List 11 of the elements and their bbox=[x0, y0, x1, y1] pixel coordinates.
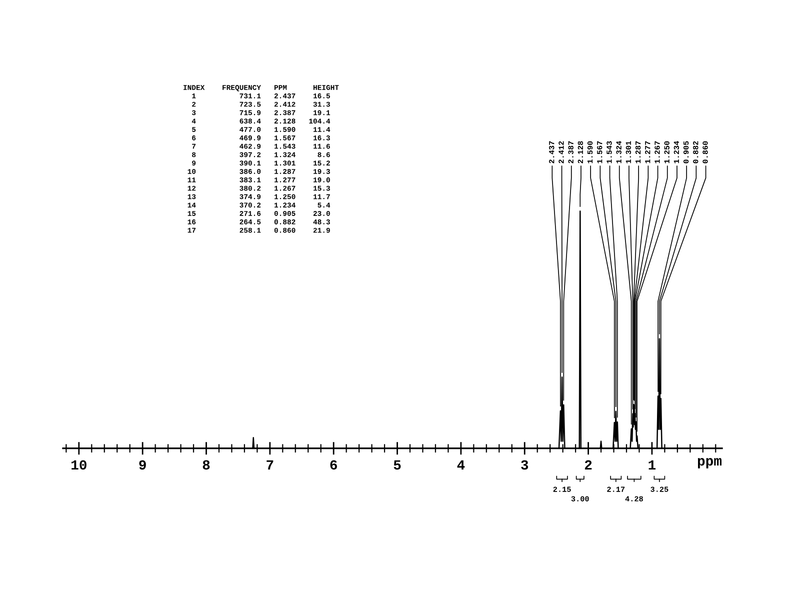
x-tick-label: 3 bbox=[521, 460, 528, 470]
x-tick-label: 7 bbox=[266, 460, 274, 470]
x-tick-label: 8 bbox=[202, 460, 210, 470]
x-tick-label: 2 bbox=[584, 460, 592, 470]
x-tick-label: 10 bbox=[72, 460, 86, 470]
x-axis-title: ppm bbox=[698, 458, 722, 468]
x-tick-label: 6 bbox=[330, 460, 337, 470]
x-tick-label: 9 bbox=[139, 460, 146, 470]
x-tick-label: 4 bbox=[457, 460, 465, 470]
x-tick-label: 1 bbox=[648, 460, 656, 470]
x-tick-label: 5 bbox=[394, 460, 401, 470]
